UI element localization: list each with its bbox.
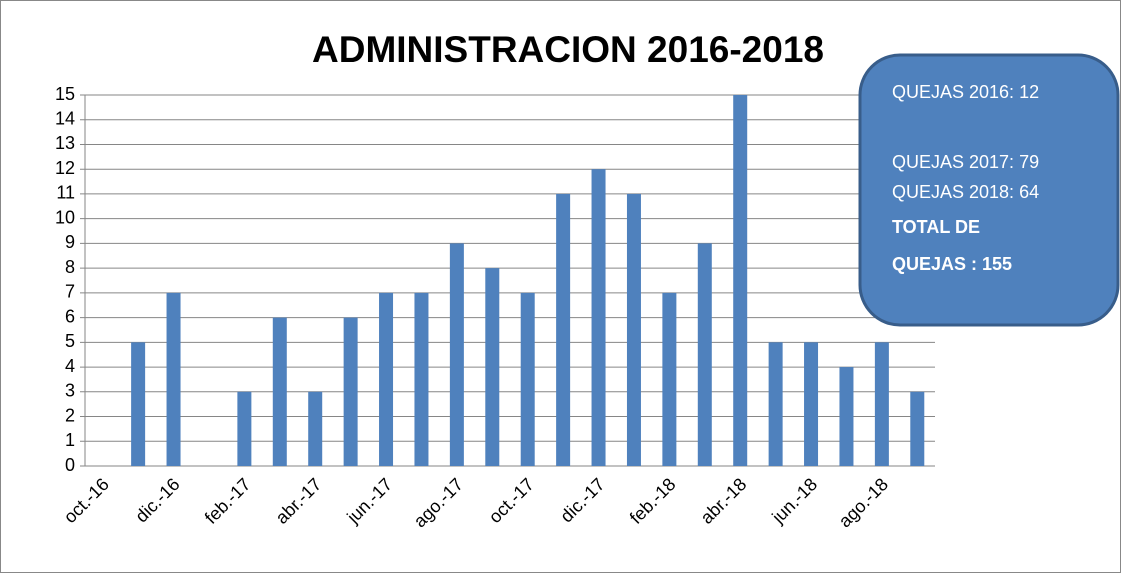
- y-tick-label: 15: [55, 84, 75, 104]
- bar: [697, 243, 712, 466]
- bar: [237, 391, 252, 466]
- annotation-text: QUEJAS 2018: 64: [892, 182, 1039, 202]
- bar: [874, 342, 889, 466]
- y-tick-label: 3: [65, 381, 75, 401]
- annotation-text: QUEJAS 2016: 12: [892, 82, 1039, 102]
- bar: [343, 317, 358, 466]
- y-tick-label: 5: [65, 331, 75, 351]
- bar: [520, 292, 535, 466]
- y-tick-label: 12: [55, 158, 75, 178]
- annotation-text: QUEJAS : 155: [892, 254, 1012, 274]
- chart-title: ADMINISTRACION 2016-2018: [312, 29, 824, 70]
- annotation-box: [858, 53, 1120, 327]
- y-tick-label: 0: [65, 455, 75, 475]
- bar: [910, 391, 925, 466]
- y-tick-label: 2: [65, 405, 75, 425]
- annotation-text: TOTAL DE: [892, 217, 980, 237]
- bar: [449, 243, 464, 466]
- y-tick-label: 10: [55, 207, 75, 227]
- y-tick-label: 8: [65, 257, 75, 277]
- bar: [272, 317, 287, 466]
- bar: [626, 193, 641, 466]
- bar: [733, 95, 748, 466]
- bar: [379, 292, 394, 466]
- annotation-text: QUEJAS 2017: 79: [892, 152, 1039, 172]
- y-tick-label: 14: [55, 108, 75, 128]
- bar: [839, 367, 854, 466]
- y-tick-label: 9: [65, 232, 75, 252]
- bar: [131, 342, 146, 466]
- bar: [166, 292, 181, 466]
- bar: [308, 391, 323, 466]
- bar: [556, 193, 571, 466]
- bar: [591, 169, 606, 466]
- y-tick-label: 7: [65, 282, 75, 302]
- y-tick-label: 13: [55, 133, 75, 153]
- y-tick-label: 1: [65, 430, 75, 450]
- y-tick-label: 4: [65, 356, 75, 376]
- bar: [768, 342, 783, 466]
- bar: [485, 268, 500, 466]
- y-tick-label: 6: [65, 306, 75, 326]
- bar: [804, 342, 819, 466]
- bar: [662, 292, 677, 466]
- bar: [414, 292, 429, 466]
- y-tick-label: 11: [56, 183, 75, 203]
